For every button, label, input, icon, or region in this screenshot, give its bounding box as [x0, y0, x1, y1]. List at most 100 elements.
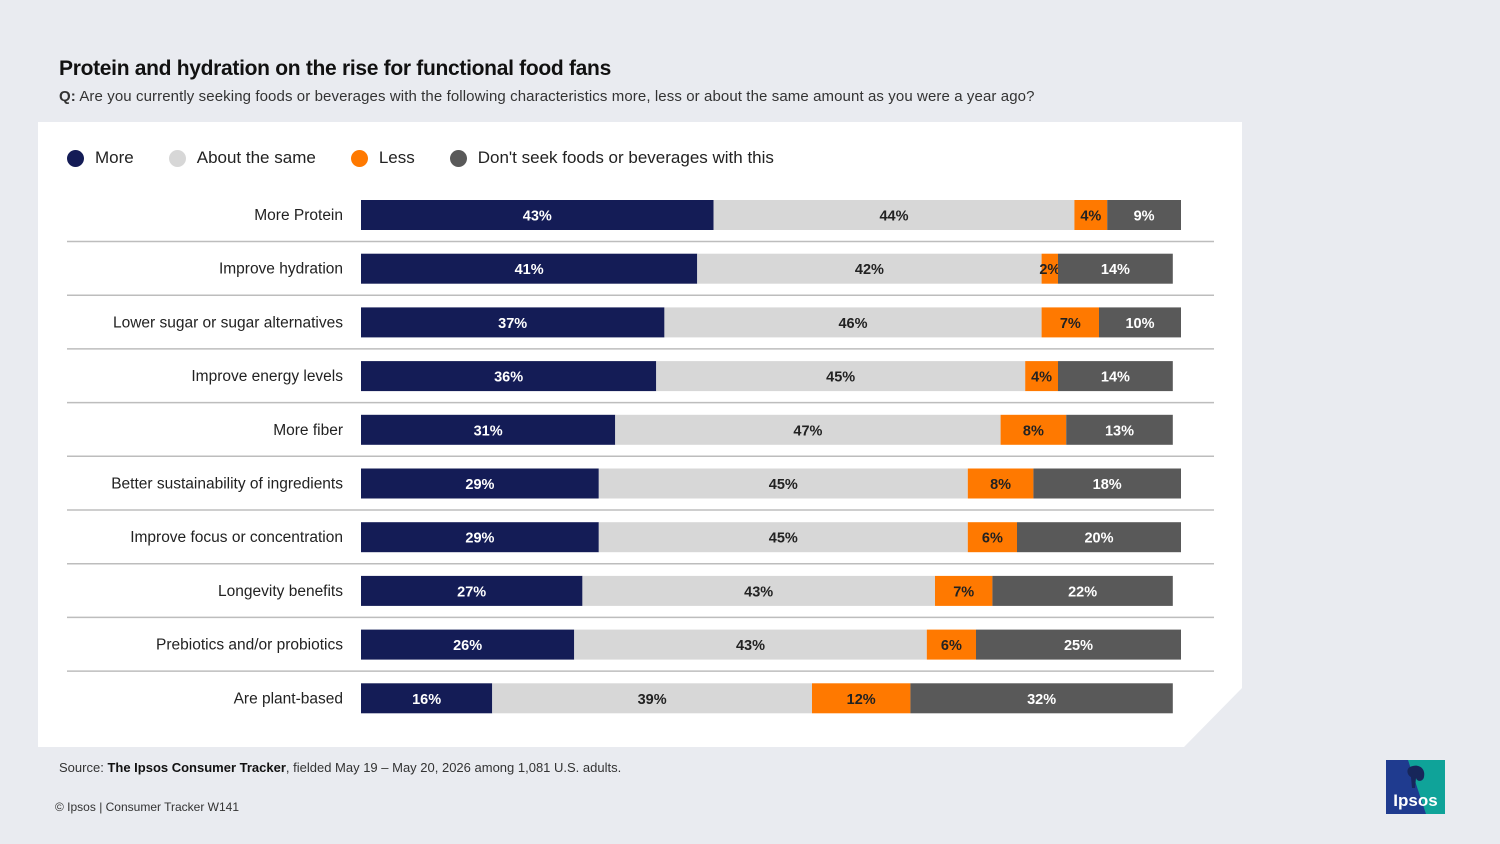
category-label: Lower sugar or sugar alternatives — [113, 314, 343, 331]
bar-segment — [361, 683, 493, 714]
question-body: Are you currently seeking foods or bever… — [79, 88, 1035, 105]
category-label: More Protein — [254, 207, 343, 224]
bar-segment — [1041, 253, 1058, 284]
source-name: The Ipsos Consumer Tracker — [107, 760, 286, 775]
legend-item-dont-seek: Don't seek foods or beverages with this — [449, 148, 774, 168]
bar-segment — [1025, 361, 1058, 392]
bar-segment — [967, 468, 1034, 499]
legend-item-less: Less — [350, 148, 415, 168]
bar-segment — [361, 522, 599, 553]
bar-segment — [361, 361, 657, 392]
data-label: 20% — [1084, 531, 1113, 547]
data-label: 13% — [1105, 423, 1134, 439]
data-label: 45% — [769, 477, 798, 493]
data-label: 10% — [1125, 316, 1154, 332]
data-label: 16% — [412, 692, 441, 708]
data-label: 29% — [465, 477, 494, 493]
source-details: , fielded May 19 – May 20, 2026 among 1,… — [285, 760, 622, 775]
copyright-note: © Ipsos | Consumer Tracker W141 — [55, 800, 240, 814]
bar-segment — [598, 468, 968, 499]
category-label: Improve energy levels — [191, 368, 343, 385]
bar-segment — [615, 414, 1001, 445]
bar-segment — [361, 253, 698, 284]
data-label: 8% — [990, 477, 1011, 493]
bar-segment — [361, 200, 714, 230]
data-label: 4% — [1080, 209, 1101, 225]
bar-segment — [697, 253, 1042, 284]
bar-segment — [598, 522, 968, 553]
bar-segment — [361, 414, 616, 445]
data-label: 37% — [498, 316, 527, 332]
data-label: 26% — [453, 638, 482, 654]
bar-segment — [910, 683, 1173, 714]
bar-segment — [1074, 200, 1108, 230]
legend-item-same: About the same — [168, 148, 316, 168]
data-label: 2% — [1039, 262, 1060, 278]
data-label: 29% — [465, 531, 494, 547]
bar-segment — [976, 629, 1181, 660]
data-label: 43% — [736, 638, 765, 654]
bar-segment — [361, 307, 665, 338]
bar-segment — [492, 683, 812, 714]
data-label: 36% — [494, 370, 523, 386]
data-label: 12% — [847, 692, 876, 708]
data-label: 39% — [638, 692, 667, 708]
bar-segment — [1017, 522, 1181, 553]
data-label: 43% — [523, 209, 552, 225]
source-note: Source: The Ipsos Consumer Tracker, fiel… — [59, 760, 621, 775]
legend-label-more: More — [95, 148, 134, 167]
chart-legend: More About the same Less Don't seek food… — [67, 148, 809, 168]
legend-item-more: More — [67, 148, 134, 168]
data-label: 31% — [474, 423, 503, 439]
data-label: 42% — [855, 262, 884, 278]
logo-text: Ipsos — [1393, 791, 1437, 810]
source-prefix: Source: — [59, 760, 104, 775]
data-label: 41% — [515, 262, 544, 278]
data-label: 27% — [457, 584, 486, 600]
category-label: Are plant-based — [234, 690, 343, 707]
data-label: 22% — [1068, 584, 1097, 600]
data-label: 6% — [982, 531, 1003, 547]
bar-segment — [1066, 414, 1173, 445]
bar-segment — [1033, 468, 1181, 499]
bar-segment — [926, 629, 976, 660]
bar-segment — [582, 575, 935, 606]
category-label: More fiber — [273, 422, 343, 439]
bar-segment — [713, 200, 1075, 230]
data-label: 8% — [1023, 423, 1044, 439]
data-label: 46% — [838, 316, 867, 332]
category-label: Prebiotics and/or probiotics — [156, 637, 343, 654]
legend-label-same: About the same — [196, 148, 316, 167]
data-label: 4% — [1031, 370, 1052, 386]
ipsos-logo: Ipsos — [1386, 760, 1445, 814]
data-label: 18% — [1093, 477, 1122, 493]
bar-segment — [361, 575, 583, 606]
bar-segment — [656, 361, 1026, 392]
data-label: 25% — [1064, 638, 1093, 654]
data-label: 7% — [953, 584, 974, 600]
category-label: Improve hydration — [219, 261, 343, 278]
bar-segment — [574, 629, 927, 660]
bar-segment — [361, 629, 575, 660]
data-label: 32% — [1027, 692, 1056, 708]
legend-swatch-dont-seek — [449, 149, 467, 167]
bar-segment — [1099, 307, 1181, 338]
question-prefix: Q: — [59, 88, 76, 105]
data-label: 9% — [1134, 209, 1155, 225]
category-label: Longevity benefits — [218, 583, 343, 600]
data-label: 44% — [879, 209, 908, 225]
data-label: 14% — [1101, 262, 1130, 278]
bar-segment — [992, 575, 1173, 606]
data-label: 14% — [1101, 370, 1130, 386]
legend-label-less: Less — [378, 148, 415, 167]
question-text: Q: Are you currently seeking foods or be… — [59, 88, 1035, 105]
bar-segment — [935, 575, 993, 606]
data-label: 45% — [826, 370, 855, 386]
page-title: Protein and hydration on the rise for fu… — [59, 57, 611, 80]
category-label: Improve focus or concentration — [130, 529, 343, 546]
bar-segment — [664, 307, 1042, 338]
data-label: 47% — [793, 423, 822, 439]
legend-swatch-same — [168, 149, 186, 167]
bar-segment — [812, 683, 911, 714]
